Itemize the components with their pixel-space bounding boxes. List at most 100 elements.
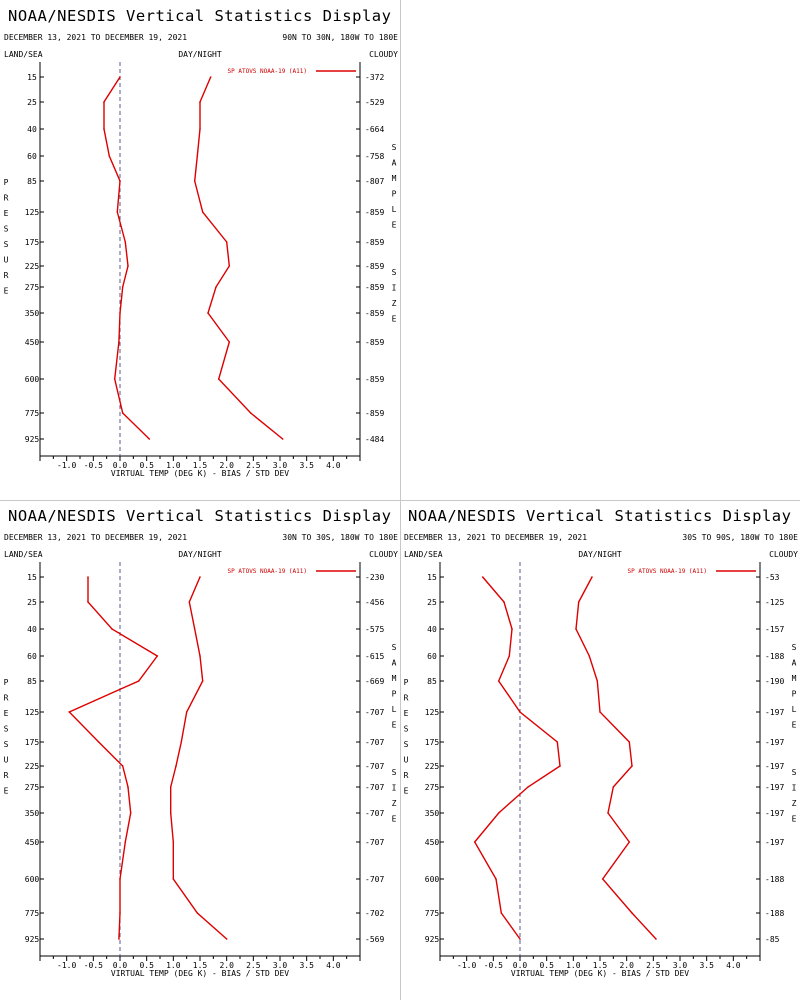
- y-axis-title-letter: E: [404, 787, 409, 796]
- x-tick-label: 1.5: [593, 961, 608, 970]
- region-label: 30N TO 30S, 180W TO 180E: [282, 533, 398, 542]
- data-point-std-dev: [225, 241, 228, 243]
- sample-size-label: -197: [765, 708, 784, 717]
- y2-axis-title-letter: L: [392, 205, 397, 214]
- y-axis-title-letter: E: [4, 209, 9, 218]
- x-axis-title: VIRTUAL TEMP (DEG K) - BIAS / STD DEV: [111, 969, 289, 978]
- data-point-bias: [97, 741, 100, 743]
- data-point-std-dev: [207, 312, 209, 314]
- data-point-std-dev: [196, 912, 199, 914]
- x-tick-label: 4.0: [726, 961, 741, 970]
- sample-size-label: -859: [365, 238, 384, 247]
- x-tick-label: 2.0: [219, 461, 234, 470]
- chart-title: NOAA/NESDIS Vertical Statistics Display: [8, 507, 391, 525]
- data-point-std-dev: [201, 211, 204, 213]
- pressure-level-label: 25: [27, 98, 37, 107]
- x-tick-label: 2.0: [619, 961, 634, 970]
- pressure-level-label: 450: [25, 338, 40, 347]
- data-point-std-dev: [612, 786, 615, 788]
- pressure-level-label: 175: [25, 238, 40, 247]
- pressure-level-label: 350: [425, 809, 440, 818]
- sample-size-label: -615: [365, 652, 384, 661]
- sample-size-label: -85: [765, 935, 780, 944]
- y2-axis-title-letter: P: [392, 190, 397, 199]
- pressure-level-label: 25: [27, 598, 37, 607]
- day-night-label: DAY/NIGHT: [578, 550, 622, 559]
- pressure-level-label: 40: [27, 625, 37, 634]
- land-sea-label: LAND/SEA: [4, 50, 43, 59]
- legend-label: SP ATOVS NOAA-19 (A11): [228, 68, 307, 75]
- sample-size-label: -188: [765, 652, 784, 661]
- pressure-level-label: 85: [27, 177, 37, 186]
- cloudy-label: CLOUDY: [369, 50, 398, 59]
- x-tick-label: -1.0: [57, 461, 76, 470]
- x-tick-label: 4.0: [326, 961, 341, 970]
- x-tick-label: 3.5: [299, 961, 314, 970]
- data-point-std-dev: [209, 76, 212, 78]
- y2-axis-title-letter: E: [392, 221, 397, 230]
- sample-size-label: -456: [365, 598, 384, 607]
- data-point-bias: [137, 680, 140, 682]
- pressure-level-label: 925: [25, 435, 40, 444]
- data-point-std-dev: [172, 841, 175, 843]
- y2-axis-title-letter: S: [392, 768, 397, 777]
- data-point-bias: [129, 812, 132, 814]
- y2-axis-title-letter: Z: [792, 799, 797, 808]
- x-tick-label: 3.0: [273, 961, 288, 970]
- data-point-std-dev: [228, 341, 231, 343]
- pressure-level-label: 60: [427, 652, 437, 661]
- cloudy-label: CLOUDY: [769, 550, 798, 559]
- data-point-bias: [500, 912, 503, 914]
- y2-axis-title-letter: S: [392, 268, 397, 277]
- x-tick-label: 0.5: [139, 961, 154, 970]
- data-point-bias: [111, 628, 113, 630]
- pressure-level-label: 600: [25, 375, 40, 384]
- y-axis-title-letter: E: [4, 787, 9, 796]
- data-point-bias: [124, 841, 127, 843]
- data-point-std-dev: [188, 601, 191, 603]
- data-point-std-dev: [281, 438, 284, 440]
- sample-size-label: -758: [365, 152, 384, 161]
- data-point-std-dev: [628, 841, 631, 843]
- pressure-level-label: 125: [25, 708, 40, 717]
- pressure-level-label: 225: [425, 762, 440, 771]
- pressure-level-label: 40: [427, 625, 437, 634]
- data-point-std-dev: [217, 378, 220, 380]
- x-tick-label: 0.0: [113, 461, 128, 470]
- legend-label: SP ATOVS NOAA-19 (A11): [228, 568, 307, 575]
- data-point-bias: [121, 765, 124, 767]
- pressure-level-label: 275: [425, 783, 440, 792]
- x-tick-label: 1.5: [193, 461, 208, 470]
- x-tick-label: 3.0: [273, 461, 288, 470]
- region-label: 30S TO 90S, 180W TO 180E: [682, 533, 798, 542]
- y-axis-title-letter: R: [404, 771, 409, 780]
- data-point-bias: [108, 155, 111, 157]
- y2-axis-title-letter: M: [392, 174, 397, 183]
- pressure-level-label: 775: [25, 909, 40, 918]
- x-tick-label: -0.5: [484, 961, 503, 970]
- data-point-bias: [103, 128, 105, 130]
- y-axis-title-letter: P: [4, 678, 9, 687]
- y-axis-title-letter: S: [4, 240, 9, 249]
- pressure-level-label: 225: [25, 262, 40, 271]
- y-axis-title-letter: S: [4, 225, 9, 234]
- x-axis-title: VIRTUAL TEMP (DEG K) - BIAS / STD DEV: [511, 969, 689, 978]
- pressure-level-label: 925: [25, 935, 40, 944]
- data-point-bias: [121, 412, 124, 414]
- x-tick-label: -1.0: [57, 961, 76, 970]
- series-line-bias: [473, 576, 561, 940]
- x-tick-label: 2.5: [246, 461, 261, 470]
- y2-axis-title-letter: P: [792, 690, 797, 699]
- pressure-level-label: 275: [25, 283, 40, 292]
- pressure-level-label: 600: [425, 875, 440, 884]
- sample-size-label: -669: [365, 677, 384, 686]
- pressure-level-label: 40: [27, 125, 37, 134]
- data-point-std-dev: [588, 655, 591, 657]
- sample-size-label: -664: [365, 125, 384, 134]
- y2-axis-title-letter: Z: [392, 299, 397, 308]
- day-night-label: DAY/NIGHT: [178, 50, 222, 59]
- legend-label: SP ATOVS NOAA-19 (A11): [628, 568, 707, 575]
- pressure-level-label: 85: [27, 677, 37, 686]
- data-point-std-dev: [199, 576, 201, 578]
